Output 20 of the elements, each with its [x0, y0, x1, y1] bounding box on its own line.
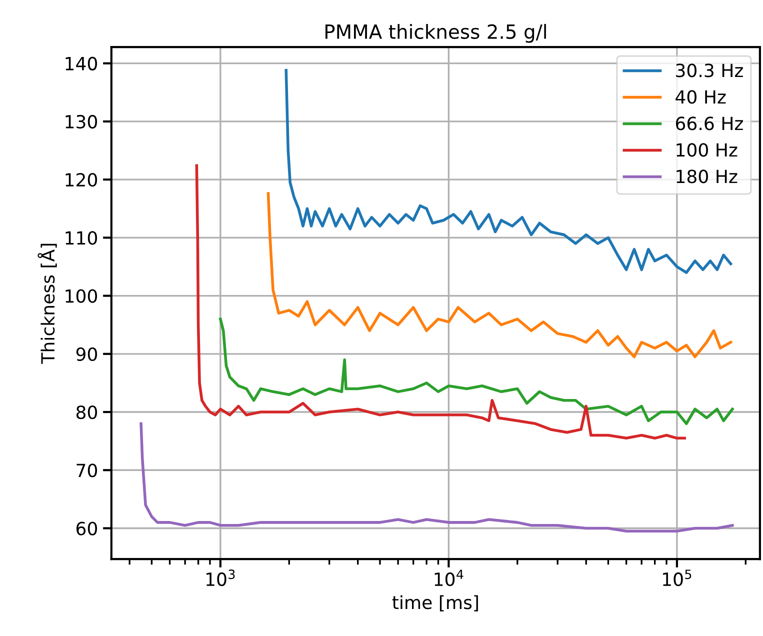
y-axis-title: Thickness [Å]: [38, 244, 57, 364]
y-tick-label: 120: [66, 173, 98, 187]
y-tick-label: 110: [66, 231, 98, 245]
x-tick-label: 10$^{4}$: [434, 570, 464, 586]
y-tick-label: 70: [76, 464, 98, 478]
y-tick-label: 60: [76, 522, 98, 536]
legend-label: 180 Hz: [676, 170, 738, 184]
y-tick-label: 80: [76, 405, 98, 420]
y-tick-label: 90: [76, 347, 98, 362]
y-tick-label: 100: [66, 289, 98, 303]
x-tick-label: 10$^{5}$: [663, 570, 692, 586]
legend-label: 100 Hz: [676, 143, 738, 157]
chart-title: PMMA thickness 2.5 g/l: [325, 24, 546, 43]
y-tick-label: 140: [66, 56, 98, 70]
legend-label: 66.6 Hz: [676, 116, 743, 130]
x-axis-title: time [ms]: [392, 595, 478, 612]
x-tick-label: 10$^{3}$: [206, 570, 235, 586]
legend-label: 30.3 Hz: [676, 64, 743, 78]
legend-label: 40 Hz: [676, 90, 726, 104]
y-tick-label: 130: [66, 114, 98, 129]
